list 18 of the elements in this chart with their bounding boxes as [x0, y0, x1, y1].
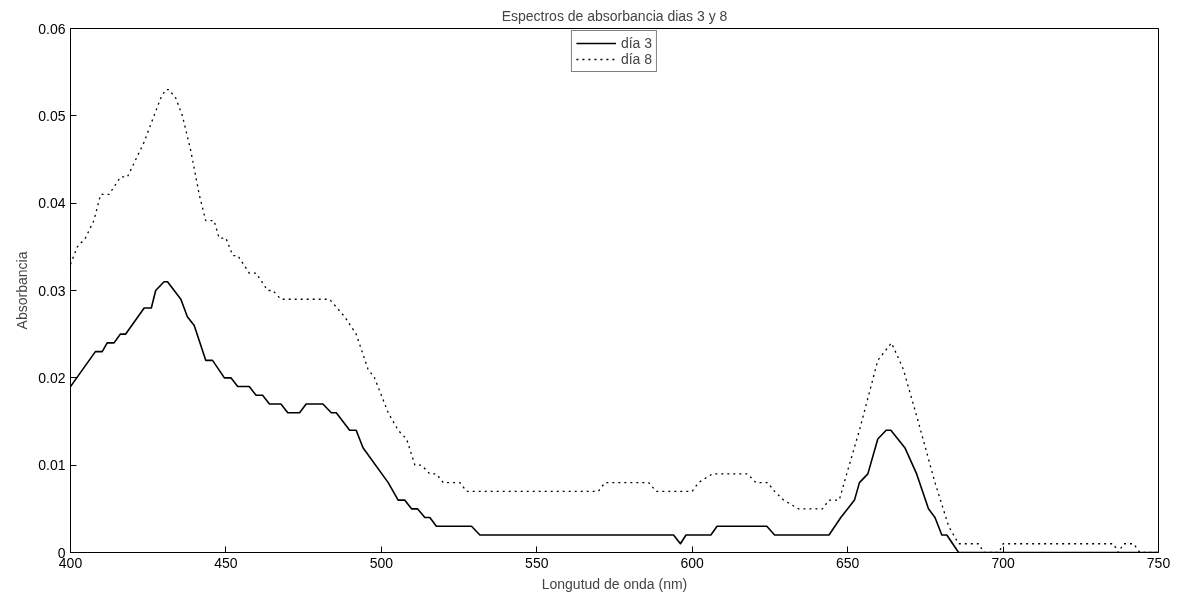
y-tick-label: 0.03	[38, 282, 66, 299]
x-tick-label: 600	[680, 554, 705, 571]
x-tick-label: 450	[214, 554, 238, 571]
x-tick-label: 750	[1146, 554, 1171, 571]
x-tick-label: 500	[369, 554, 394, 571]
x-tick-label: 550	[525, 554, 549, 571]
y-axis-title: Absorbancia	[14, 251, 31, 330]
y-tick-label: 0.05	[38, 107, 66, 124]
x-tick-label: 650	[835, 554, 860, 571]
x-axis-title: Longutud de onda (nm)	[541, 575, 688, 592]
legend-label: día 3	[620, 35, 653, 51]
y-tick-label: 0.02	[38, 369, 66, 386]
legend-label: día 8	[620, 51, 653, 67]
y-tick-label: 0.04	[38, 195, 66, 212]
x-tick-label: 700	[991, 554, 1015, 571]
chart-title: Espectros de absorbancia dias 3 y 8	[501, 7, 728, 24]
y-tick-label: 0.01	[38, 457, 66, 474]
y-tick-label: 0.06	[38, 20, 66, 37]
